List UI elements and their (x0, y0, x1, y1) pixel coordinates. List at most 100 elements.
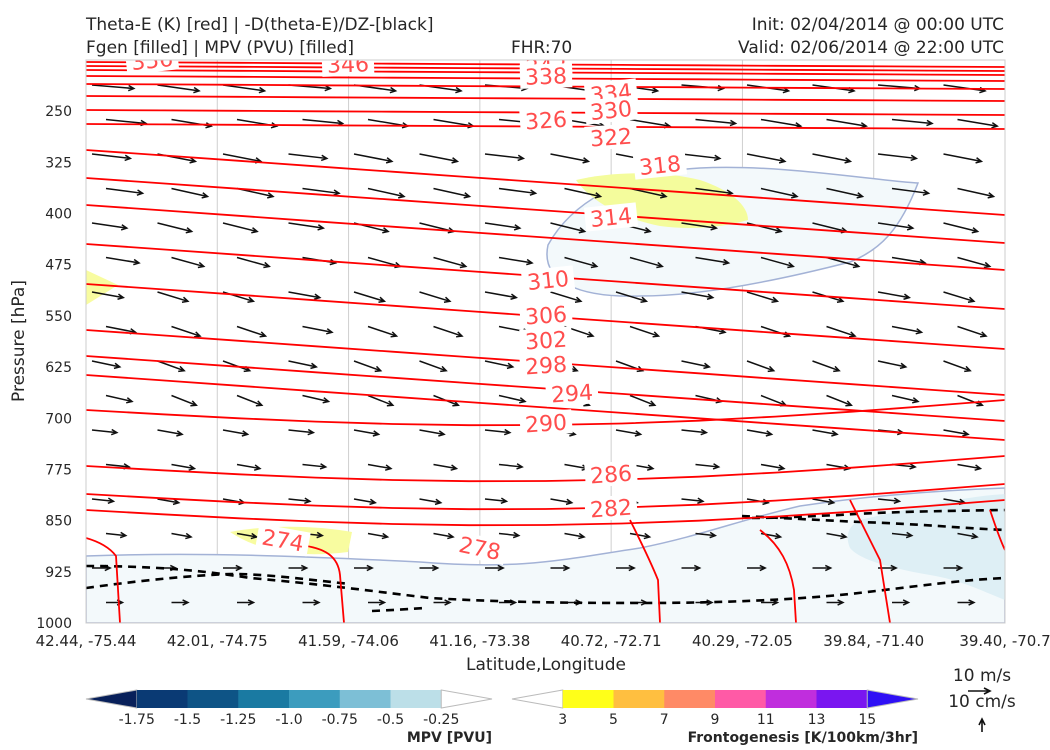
wind-vector (747, 564, 767, 572)
colorbar-segment (289, 690, 341, 708)
wind-vector (746, 291, 780, 303)
theta-e-label: 290 (524, 411, 568, 439)
wind-vector (681, 564, 702, 572)
y-tick-label: 1000 (36, 616, 72, 632)
theta-e-contour (86, 374, 1005, 441)
colorbar-segment (339, 690, 391, 708)
wind-vector (237, 599, 256, 606)
y-tick-label: 775 (45, 462, 72, 478)
wind-vector (484, 153, 526, 162)
x-tick-label: 42.01, -74.75 (167, 632, 268, 650)
wind-vector (367, 394, 395, 407)
wind-vector (353, 291, 387, 303)
wind-vector (157, 498, 181, 506)
wind-vector (105, 531, 128, 539)
mpv-colorbar-title: MPV [PVU] (407, 730, 492, 746)
wind-vectors (91, 84, 999, 606)
wind-vector (419, 498, 443, 506)
wind-vector (891, 118, 934, 127)
theta-e-label-bg (519, 301, 573, 329)
wind-vector (171, 532, 193, 540)
theta-e-label: 326 (524, 108, 568, 136)
wind-vector (157, 84, 201, 94)
wind-vector (91, 428, 119, 436)
colorbar-segment (511, 689, 564, 709)
wind-vector (746, 153, 787, 164)
wind-vector (629, 256, 664, 269)
wind-vector (550, 291, 583, 303)
wind-vector (760, 187, 799, 199)
wind-vector (419, 429, 446, 437)
wind-vector (367, 325, 399, 338)
colorbar-tick-label: 11 (757, 712, 775, 728)
wind-vector (498, 187, 538, 196)
theta-e-label: 294 (550, 381, 594, 409)
wind-vector (957, 599, 976, 606)
colorbar-segment (664, 690, 716, 708)
wind-ref-horizontal-label: 10 m/s (953, 666, 1011, 686)
colorbar-tick-label: -0.5 (377, 712, 404, 728)
theta-e-label-bg (124, 60, 180, 75)
x-tick-label: 42.44, -75.44 (36, 632, 137, 650)
wind-vector (943, 153, 984, 164)
x-tick-label: 40.72, -72.71 (561, 632, 662, 650)
wind-vector (433, 187, 472, 199)
x-axis-label: Latitude,Longitude (466, 655, 626, 675)
wind-vector (484, 428, 512, 436)
wind-vector (498, 463, 524, 470)
theta-e-label-bg (452, 530, 508, 566)
wind-vector (826, 325, 857, 338)
wind-vector (877, 222, 915, 231)
wind-vector (236, 394, 264, 407)
theta-e-label: 346 (327, 52, 370, 78)
colorbar-tick-label: -1.5 (174, 712, 201, 728)
wind-vector (826, 187, 865, 199)
wind-vector (957, 118, 999, 129)
wind-vector (223, 564, 243, 572)
y-tick-label: 850 (45, 514, 72, 530)
wind-vector (302, 187, 341, 196)
wind-vector (419, 564, 440, 572)
theta-e-label-bg (519, 351, 573, 379)
theta-e-label-bg (255, 523, 311, 557)
colorbar-segment (765, 690, 817, 708)
y-tick-label: 475 (45, 258, 72, 274)
colorbar-tick-label: -1.0 (275, 712, 302, 728)
y-axis-label: Pressure [hPa] (9, 280, 29, 402)
colorbar-tick-label: 15 (858, 712, 876, 728)
wind-vector (222, 222, 259, 234)
colorbar-tick-label: -0.75 (322, 712, 358, 728)
x-tick-labels: 42.44, -75.44 42.01, -74.75 41.59, -74.06 4… (36, 632, 1050, 650)
theta-e-label: 318 (638, 152, 682, 181)
theta-e-contour (759, 529, 797, 623)
wind-vector (236, 256, 271, 269)
wind-vector (367, 187, 406, 199)
theta-e-label-bg (321, 60, 375, 77)
wind-vector (171, 599, 190, 606)
theta-e-lapse-contour (371, 606, 426, 613)
fgen-colorbar: 3 5 7 9 11 13 15 (511, 689, 919, 728)
wind-vector (681, 497, 705, 504)
wind-vector (353, 153, 394, 164)
wind-vector (957, 187, 996, 199)
wind-vector (826, 532, 848, 540)
wind-vector (368, 599, 387, 606)
colorbar-segment (136, 690, 188, 708)
wind-vector (484, 360, 515, 370)
colorbar-segment (187, 690, 239, 708)
y-tick-label: 925 (45, 565, 72, 581)
theta-e-contour (86, 483, 1005, 511)
filled-contours (86, 166, 1005, 623)
wind-vector (877, 291, 911, 300)
theta-e-label: 306 (524, 303, 568, 331)
theta-e-contour (86, 499, 1005, 527)
colorbar-segment (715, 690, 767, 708)
theta-e-label-bg (519, 63, 573, 89)
theta-e-label: 322 (589, 125, 633, 153)
wind-vector (302, 463, 328, 470)
y-tick-label: 325 (45, 155, 72, 171)
wind-vector (943, 360, 972, 373)
wind-vector (353, 429, 381, 437)
wind-vector (302, 325, 334, 335)
